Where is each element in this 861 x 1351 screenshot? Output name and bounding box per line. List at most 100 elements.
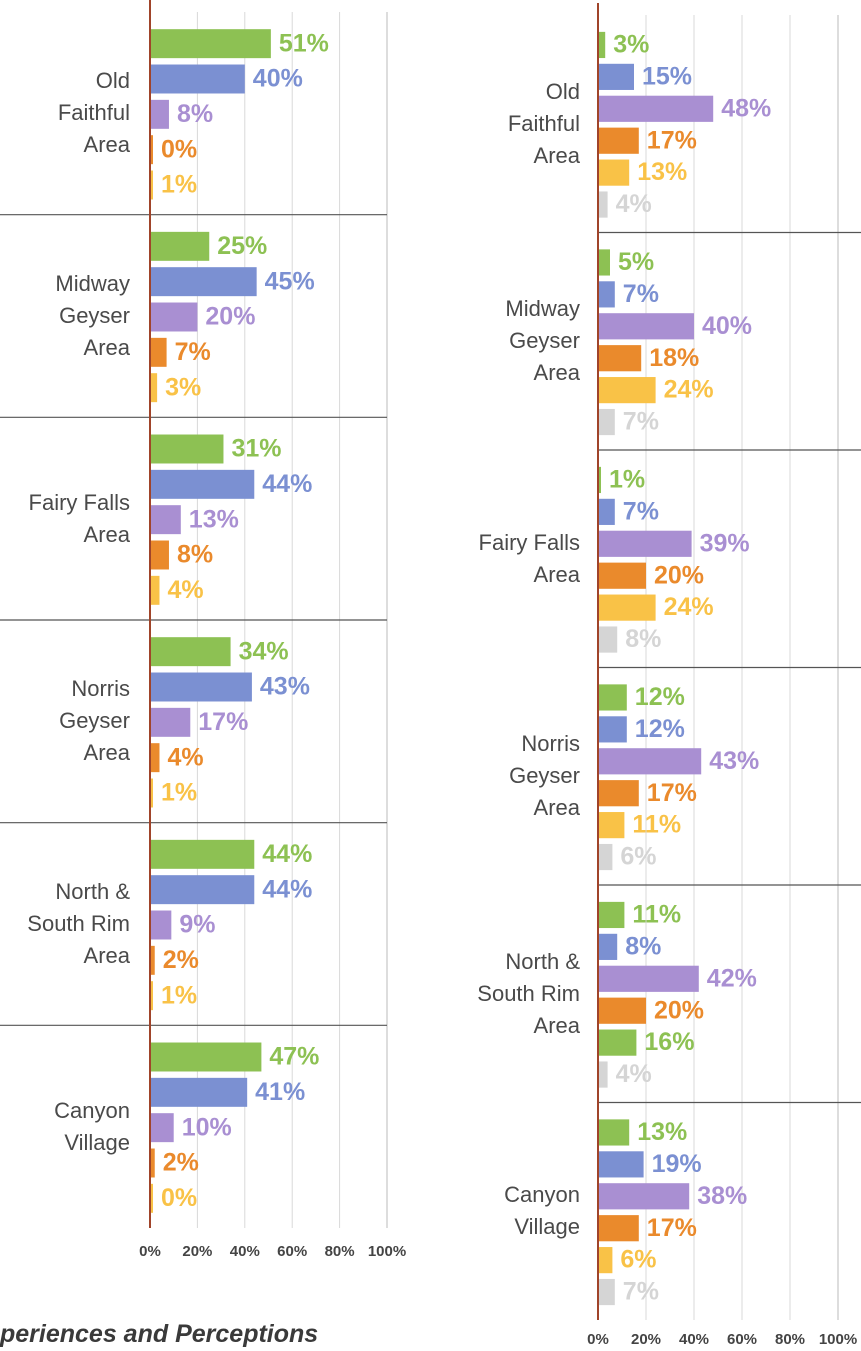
- bar: [598, 377, 656, 404]
- x-tick-label: 40%: [230, 1243, 260, 1260]
- bar: [150, 540, 169, 570]
- data-label: 4%: [167, 576, 203, 604]
- data-label: 8%: [625, 932, 661, 960]
- bar: [150, 778, 153, 808]
- data-label: 20%: [205, 303, 255, 331]
- x-tick-label: 0%: [587, 1331, 609, 1348]
- data-label: 4%: [167, 743, 203, 771]
- bar: [598, 95, 714, 122]
- category-label: Fairy Falls Area: [478, 529, 580, 587]
- data-label: 7%: [623, 1278, 659, 1306]
- data-label: 43%: [709, 747, 759, 775]
- bar: [150, 434, 224, 464]
- bar: [150, 743, 160, 773]
- bar: [598, 31, 606, 59]
- bar: [150, 1077, 248, 1107]
- data-label: 17%: [647, 126, 697, 154]
- data-label: 7%: [623, 280, 659, 308]
- bar: [150, 945, 155, 975]
- data-label: 38%: [697, 1182, 747, 1210]
- bar: [598, 345, 642, 372]
- data-label: 13%: [637, 158, 687, 186]
- data-label: 40%: [253, 65, 303, 93]
- data-label: 41%: [255, 1078, 305, 1106]
- bar: [598, 159, 630, 186]
- bar: [598, 594, 656, 621]
- bar: [150, 135, 153, 165]
- bar: [598, 127, 639, 154]
- category-label: Canyon Village: [504, 1182, 580, 1240]
- bar: [598, 684, 627, 711]
- bar: [150, 267, 257, 297]
- x-tick-label: 60%: [727, 1331, 757, 1348]
- data-label: 3%: [613, 31, 649, 59]
- bar: [150, 469, 255, 499]
- bar: [150, 1183, 153, 1213]
- data-label: 1%: [161, 981, 197, 1009]
- data-label: 8%: [177, 100, 213, 128]
- bar: [598, 997, 646, 1024]
- data-label: 11%: [632, 811, 681, 839]
- bar: [150, 1113, 174, 1143]
- data-label: 18%: [649, 344, 699, 372]
- bar: [598, 313, 694, 340]
- data-label: 48%: [721, 94, 771, 122]
- data-label: 2%: [163, 1149, 199, 1177]
- data-label: 47%: [269, 1043, 319, 1071]
- bar: [150, 981, 153, 1011]
- data-label: 13%: [189, 505, 239, 533]
- data-label: 24%: [664, 376, 714, 404]
- bar: [150, 910, 172, 940]
- data-label: 0%: [161, 135, 197, 163]
- data-label: 20%: [654, 996, 704, 1024]
- bar: [150, 875, 255, 905]
- x-tick-label: 20%: [182, 1243, 212, 1260]
- data-label: 7%: [175, 338, 211, 366]
- category-label: Midway Geyser Area: [55, 271, 130, 360]
- data-label: 8%: [625, 625, 661, 653]
- data-label: 19%: [652, 1150, 702, 1178]
- data-label: 6%: [620, 843, 656, 871]
- bar: [598, 1151, 644, 1178]
- data-label: 17%: [198, 708, 248, 736]
- x-tick-label: 40%: [679, 1331, 709, 1348]
- x-tick-label: 100%: [368, 1243, 406, 1260]
- category-label: North & South Rim Area: [477, 948, 580, 1038]
- x-tick-label: 20%: [631, 1331, 661, 1348]
- data-label: 8%: [177, 541, 213, 569]
- data-label: 15%: [642, 62, 692, 90]
- data-label: 1%: [161, 171, 197, 199]
- data-label: 24%: [664, 593, 714, 621]
- bar: [598, 1215, 639, 1242]
- bar: [598, 249, 610, 276]
- bar: [598, 1183, 690, 1210]
- bar: [150, 505, 181, 535]
- data-label: 0%: [161, 1184, 197, 1212]
- bar: [598, 626, 618, 653]
- category-label: Canyon Village: [54, 1097, 130, 1155]
- bar: [150, 1148, 155, 1178]
- caption: periences and Perceptions: [0, 1320, 319, 1348]
- bar: [598, 780, 639, 807]
- bar: [150, 64, 245, 94]
- data-label: 9%: [179, 911, 215, 939]
- category-label: Midway Geyser Area: [505, 296, 580, 386]
- bar: [598, 498, 615, 525]
- category-label: Fairy Falls Area: [28, 489, 130, 547]
- data-label: 44%: [262, 470, 312, 498]
- category-label: Old Faithful Area: [57, 68, 130, 158]
- data-label: 3%: [165, 373, 201, 401]
- bar: [598, 530, 692, 557]
- data-label: 7%: [623, 408, 659, 436]
- data-label: 6%: [620, 1246, 656, 1274]
- bar: [598, 281, 615, 308]
- bar: [598, 843, 613, 871]
- data-label: 40%: [702, 312, 752, 340]
- data-label: 1%: [609, 466, 645, 494]
- bar: [598, 748, 702, 775]
- bar: [150, 302, 198, 332]
- bar: [598, 1029, 637, 1056]
- bar: [150, 839, 255, 869]
